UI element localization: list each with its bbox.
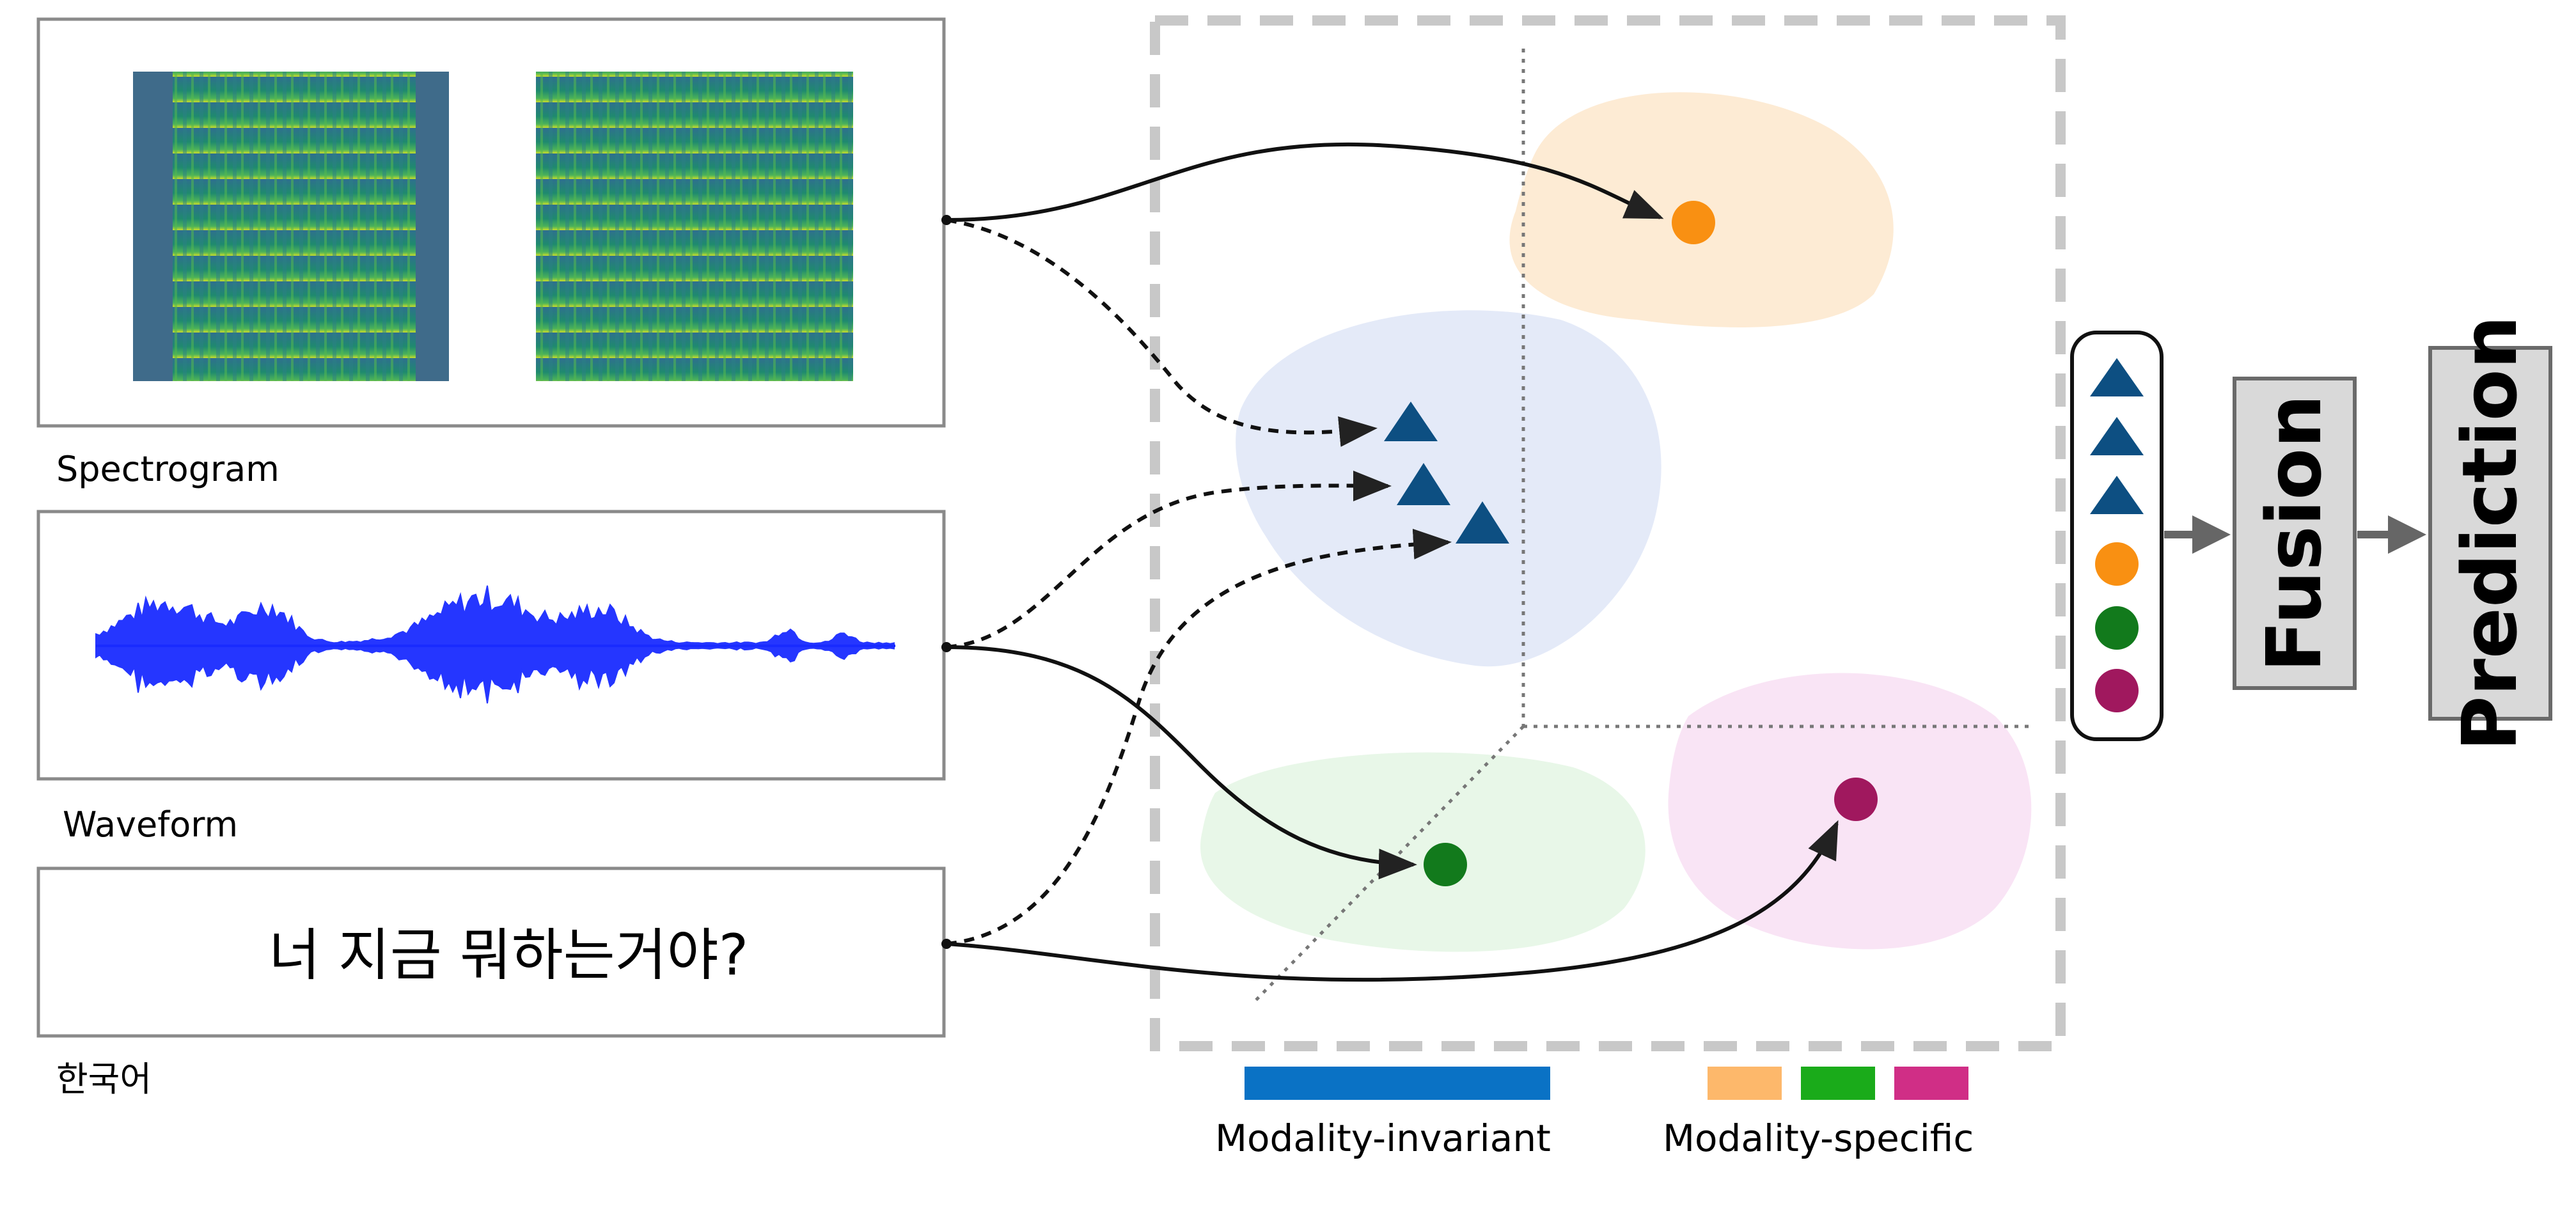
text-to-invariant-arrow [946,528,1452,946]
waveform-label: Waveform [63,804,238,845]
mapping-arrows [941,142,1839,982]
fusion-box [2233,377,2357,690]
legend-invariant-swatch [1245,1067,1550,1100]
prediction-label: Prediction [2446,315,2534,751]
spectrogram-label: Spectrogram [56,449,279,489]
stack-green-dot [2095,606,2139,650]
text-box [36,866,946,1038]
latent-space-panel [1150,15,2066,1051]
legend-specific-swatch-orange [1708,1067,1782,1100]
waveform-signal [95,585,895,704]
spectrogram-image-2 [536,72,853,381]
spectrogram-specific-dot [1672,201,1715,244]
invariant-triangle-waveform [1397,463,1450,505]
text-specific-dot [1834,778,1878,821]
invariant-triangle-spectrogram [1384,402,1438,441]
legend-specific-label: Modality-specific [1663,1116,1974,1160]
stack-orange-dot [2095,542,2139,586]
spectrogram-silence-right [416,72,449,381]
prediction-box [2428,346,2552,721]
stack-triangle-2 [2090,417,2144,455]
axis-diagonal [1252,725,1525,1004]
spectrogram-to-invariant-arrow [946,218,1378,447]
spectrogram-silence-left [133,72,173,381]
text-input: 너 지금 뭐하는거야? 한국어 [36,866,946,1099]
waveform-specific-dot [1424,843,1467,886]
spectrogram-to-specific-arrow [946,142,1664,222]
stack-triangle-1 [2090,358,2144,396]
waveform-to-specific-arrow [946,645,1417,880]
text-sentence: 너 지금 뭐하는거야? [269,922,748,988]
spectrogram-image-1 [133,72,449,381]
text-language-label: 한국어 [56,1059,152,1099]
legend: Modality-invariant Modality-specific [1215,1067,1974,1160]
waveform-to-invariant-arrow [946,470,1392,649]
text-to-specific-arrow [946,820,1839,982]
invariant-region [1236,310,1661,667]
feature-stack [2070,331,2164,741]
legend-specific-swatch-pink [1894,1067,1968,1100]
spectrogram-input: Spectrogram [36,17,946,489]
legend-invariant-label: Modality-invariant [1215,1116,1551,1160]
fusion-pipeline: Fusion Prediction [2070,315,2552,751]
waveform-input: Waveform [36,510,946,845]
legend-specific-swatch-green [1801,1067,1875,1100]
invariant-triangle-text [1456,501,1509,544]
stack-triangle-3 [2090,476,2144,514]
fusion-label: Fusion [2250,395,2338,673]
stack-purple-dot [2095,669,2139,712]
waveform-specific-region [1200,752,1645,952]
latent-space-border [1150,15,2066,1051]
